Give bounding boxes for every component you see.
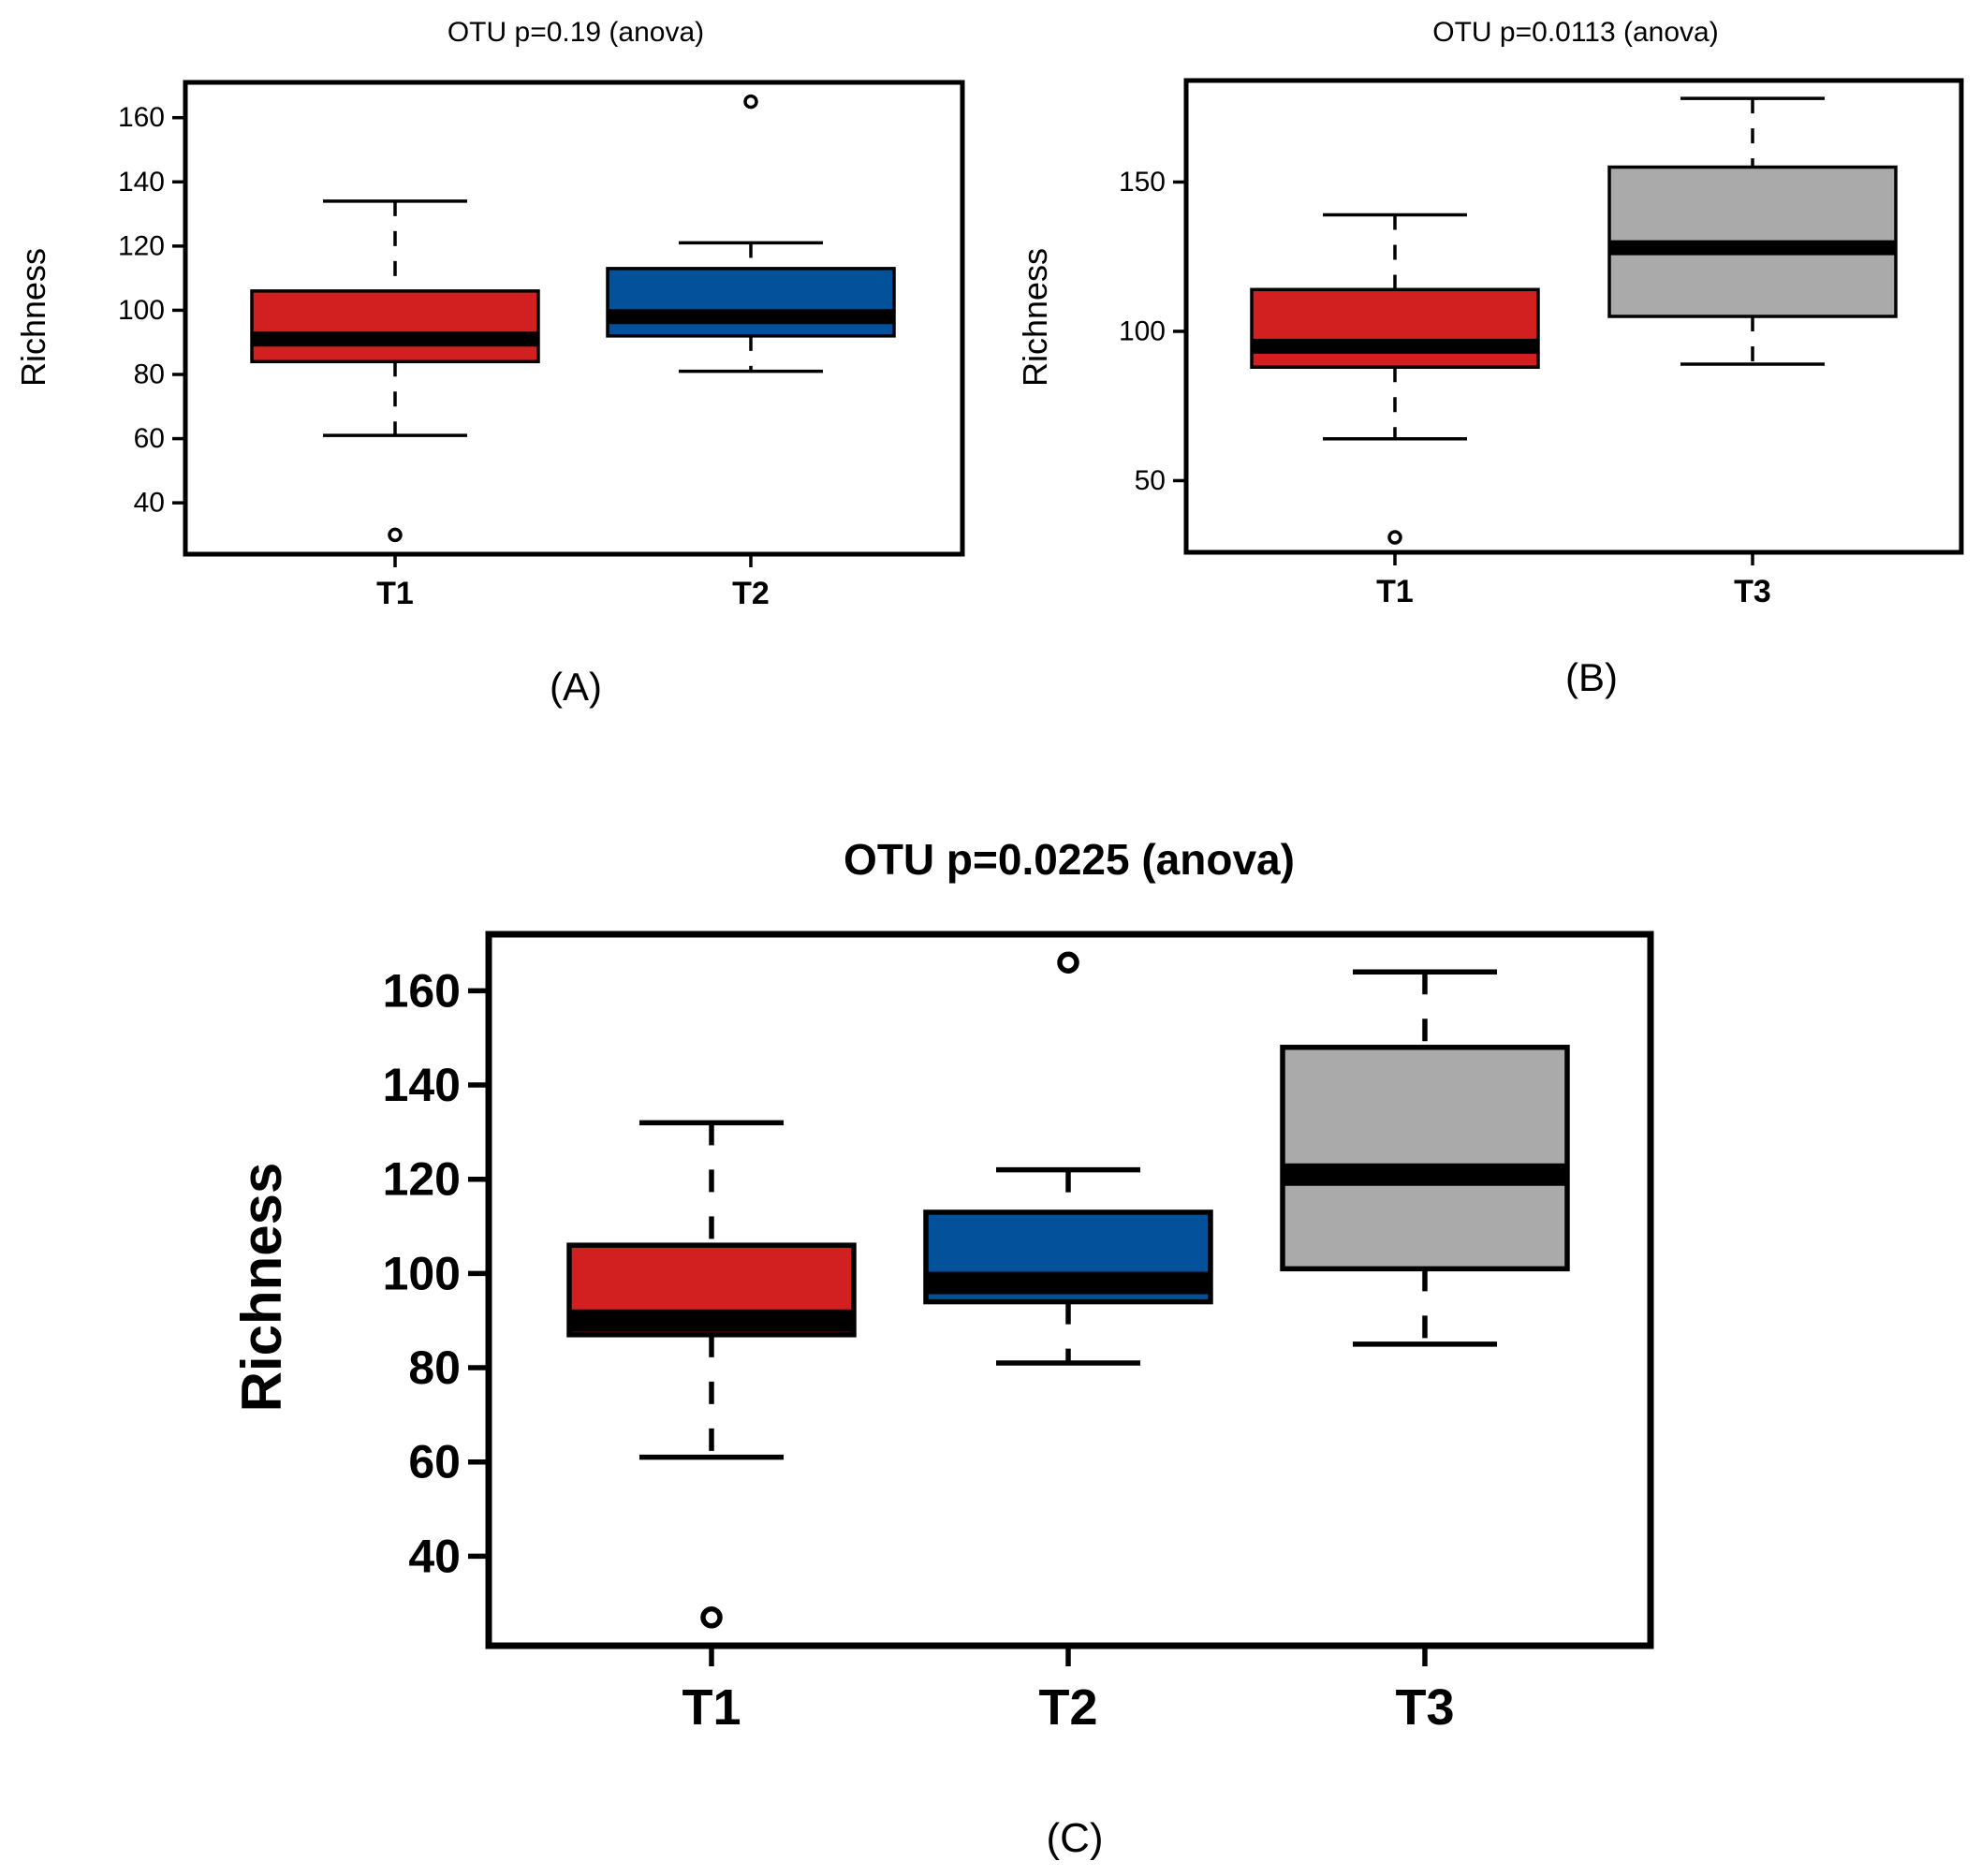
panel-b-plot-frame [1183, 78, 1964, 555]
panel-c-y-tick-label: 80 [408, 1341, 461, 1394]
panel-a-box-t2 [606, 94, 896, 374]
panel-c-box-t2 [923, 951, 1213, 1366]
panel-a-y-tick-label: 60 [134, 423, 165, 454]
panel-b-x-axis: T1 T3 [1376, 552, 1771, 609]
panel-c-box-t3 [1280, 969, 1570, 1347]
panel-a-y-tick-label: 160 [118, 102, 165, 133]
panel-a-y-tick-label: 80 [134, 359, 165, 390]
panel-b-label: (B) [1565, 655, 1618, 699]
panel-b: OTU p=0.0113 (anova) Richness 50 100 150 T… [1016, 17, 1964, 699]
panel-b-category-label: T3 [1734, 574, 1771, 609]
panel-a-title: OTU p=0.19 (anova) [448, 17, 704, 48]
panel-b-y-tick-label: 150 [1119, 167, 1166, 198]
panel-a-label: (A) [550, 665, 602, 709]
panel-a-y-axis: 40 60 80 100 120 140 160 [118, 102, 185, 519]
panel-a-y-tick-label: 120 [118, 230, 165, 261]
panel-c-boxes [566, 951, 1570, 1629]
panel-c-title: OTU p=0.0225 (anova) [844, 835, 1295, 884]
iqr-box [250, 289, 540, 364]
outlier-point [700, 1606, 723, 1629]
panel-a-y-tick-label: 100 [118, 295, 165, 326]
panel-c-category-label: T3 [1395, 1679, 1454, 1736]
panel-c-y-tick-label: 120 [383, 1153, 461, 1206]
iqr-box [1250, 287, 1540, 369]
panel-a-box-t1 [250, 199, 540, 543]
panel-a-y-tick-label: 140 [118, 167, 165, 198]
iqr-box [606, 267, 896, 338]
panel-c-ylabel: Richness [230, 1163, 293, 1413]
panel-b-box-t1 [1250, 213, 1540, 545]
panel-c-category-label: T1 [682, 1679, 741, 1736]
outlier-point [1387, 530, 1402, 545]
panel-b-boxes [1250, 96, 1898, 545]
panel-a-y-tick-label: 40 [134, 488, 165, 519]
panel-c-y-tick-label: 100 [383, 1247, 461, 1299]
panel-a-plot-frame [183, 80, 965, 557]
panel-a-boxes [250, 94, 896, 543]
iqr-box [1280, 1045, 1570, 1272]
panel-c: OTU p=0.0225 (anova) Richness 40 60 80 100 1… [230, 835, 1654, 1861]
outlier-point [388, 527, 403, 543]
panel-c-y-axis: 40 60 80 100 120 140 160 [383, 964, 489, 1582]
panel-a-x-axis: T1 T2 [376, 554, 770, 611]
panel-b-y-axis: 50 100 150 [1119, 167, 1186, 496]
panel-c-plot-frame [485, 931, 1654, 1649]
panel-a: OTU p=0.19 (anova) Richness 40 60 80 100 120… [14, 17, 965, 709]
panel-b-box-t3 [1607, 96, 1898, 366]
panel-c-x-axis: T1 T2 T3 [682, 1646, 1455, 1736]
panel-c-y-tick-label: 140 [383, 1059, 461, 1111]
outlier-point [1057, 951, 1079, 974]
outlier-point [743, 94, 758, 110]
panel-c-y-tick-label: 40 [408, 1530, 461, 1582]
panel-c-category-label: T2 [1038, 1679, 1097, 1736]
panel-a-category-label: T2 [732, 576, 770, 611]
panel-b-title: OTU p=0.0113 (anova) [1432, 17, 1718, 48]
panel-c-box-t1 [566, 1120, 857, 1629]
panel-b-y-tick-label: 50 [1135, 465, 1166, 496]
panel-b-category-label: T1 [1376, 574, 1414, 609]
panel-b-y-tick-label: 100 [1119, 315, 1166, 346]
panel-a-category-label: T1 [376, 576, 414, 611]
panel-c-y-tick-label: 160 [383, 964, 461, 1017]
panel-b-ylabel: Richness [1016, 248, 1054, 387]
panel-a-ylabel: Richness [14, 248, 52, 387]
panel-c-label: (C) [1046, 1815, 1103, 1861]
panel-c-y-tick-label: 60 [408, 1436, 461, 1488]
